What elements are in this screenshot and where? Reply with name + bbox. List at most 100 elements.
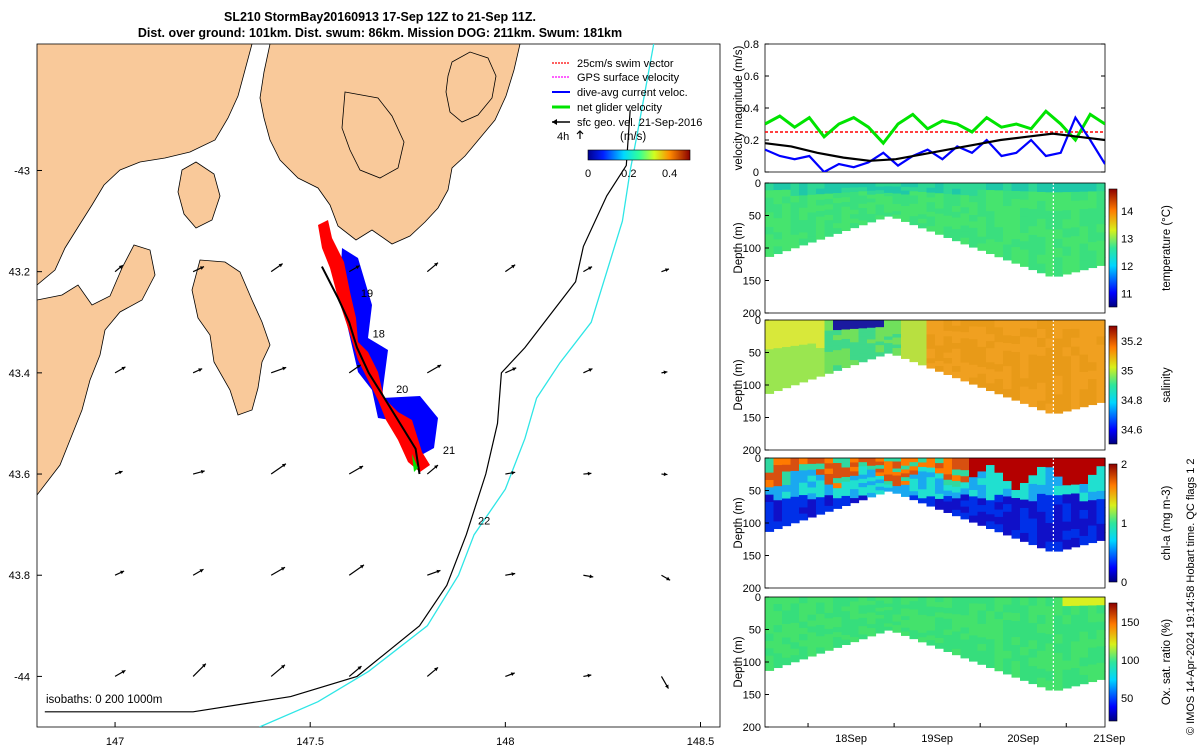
section-cell: [1003, 389, 1013, 398]
section-cell: [1045, 495, 1055, 506]
section-cell: [935, 622, 945, 629]
current-arrow-head: [359, 466, 364, 470]
section-cell: [994, 480, 1004, 489]
section-cell: [892, 337, 902, 342]
section-cell: [943, 183, 953, 190]
section-cell: [799, 357, 809, 364]
section-cell: [901, 458, 911, 463]
section-cell: [969, 496, 979, 504]
section-cell: [1079, 380, 1089, 390]
section-cell: [909, 626, 919, 631]
section-cell: [960, 338, 970, 345]
section-cell: [1054, 541, 1064, 552]
section-cell: [1020, 336, 1030, 346]
section-cell: [782, 189, 792, 198]
section-cell: [807, 638, 817, 645]
section-cell: [918, 209, 928, 215]
section-cell: [1037, 677, 1047, 688]
section-cell: [765, 320, 775, 328]
section-cell: [884, 467, 894, 472]
section-cell: [884, 623, 894, 628]
section-cell: [1003, 597, 1013, 606]
section-cell: [782, 610, 792, 618]
map-legend: 25cm/s swim vector GPS surface velocity …: [552, 58, 702, 180]
section-cell: [1096, 320, 1106, 329]
map-ytick-label: 43.2: [9, 267, 30, 279]
section-cell: [841, 338, 851, 345]
section-cell: [858, 212, 868, 217]
section-cell: [994, 516, 1004, 525]
section-cell: [1054, 357, 1064, 368]
section-cell: [841, 495, 851, 502]
section-cell: [816, 353, 826, 360]
section-cell: [773, 465, 783, 473]
section-cell: [1088, 387, 1098, 397]
section-cell: [1062, 237, 1072, 248]
section-cell: [765, 327, 775, 336]
section-cell: [884, 477, 894, 482]
section-cell: [850, 623, 860, 629]
section-cell: [773, 486, 783, 494]
section-cell: [909, 630, 919, 635]
section-cell: [909, 357, 919, 363]
section-cell: [901, 473, 911, 478]
colorbar-tick-label: 1: [1121, 518, 1127, 530]
section-cell: [892, 489, 902, 494]
velocity-ytick-label: 0.2: [744, 135, 759, 147]
section-cell: [960, 609, 970, 616]
section-cell: [1079, 475, 1089, 485]
section-cell: [807, 650, 817, 657]
section-cell: [867, 620, 877, 625]
section-cell: [977, 498, 987, 506]
section-cell: [969, 227, 979, 235]
section-cell: [816, 331, 826, 338]
glider-track: [321, 266, 421, 475]
section-cell: [875, 190, 885, 195]
section-cell: [1096, 199, 1106, 209]
section-cell: [935, 360, 945, 367]
section-cell: [790, 464, 800, 472]
section-cell: [867, 600, 877, 606]
section-cell: [824, 602, 834, 609]
section-cell: [867, 351, 877, 356]
section-cell: [1062, 476, 1072, 486]
section-cell: [765, 494, 775, 503]
section-cell: [1028, 483, 1038, 494]
section-cell: [884, 471, 894, 476]
section-cell: [918, 623, 928, 629]
section-cell: [892, 330, 902, 335]
section-cell: [1062, 678, 1072, 689]
section-cell: [1020, 344, 1030, 354]
section-cell: [782, 223, 792, 231]
section-cell: [1003, 206, 1013, 215]
section-cell: [782, 624, 792, 632]
section-cell: [1028, 345, 1038, 356]
section-cell: [773, 500, 783, 508]
section-cell: [807, 355, 817, 362]
section-cell: [943, 336, 953, 343]
day-label: 21: [443, 445, 455, 457]
section-cell: [1011, 207, 1021, 216]
section-cell: [1011, 605, 1021, 614]
section-cell: [1045, 523, 1055, 533]
section-cell: [1062, 365, 1072, 376]
section-cell: [1028, 260, 1038, 271]
section-cell: [799, 232, 809, 240]
section-cell: [807, 183, 817, 190]
section-cell: [1020, 378, 1030, 388]
section-cell: [977, 458, 987, 466]
section-cell: [909, 601, 919, 606]
section-cell: [765, 212, 775, 221]
section-cell: [943, 368, 953, 375]
section-cell: [824, 204, 834, 211]
section-cell: [1054, 643, 1064, 654]
section-cell: [782, 491, 792, 500]
section-cell: [1054, 680, 1064, 691]
section-cell: [790, 616, 800, 624]
section-cell: [943, 352, 953, 359]
section-cell: [1011, 506, 1021, 515]
section-cell: [952, 620, 962, 627]
section-cell: [816, 647, 826, 654]
section-cell: [1096, 240, 1106, 250]
section-cell: [850, 351, 860, 357]
